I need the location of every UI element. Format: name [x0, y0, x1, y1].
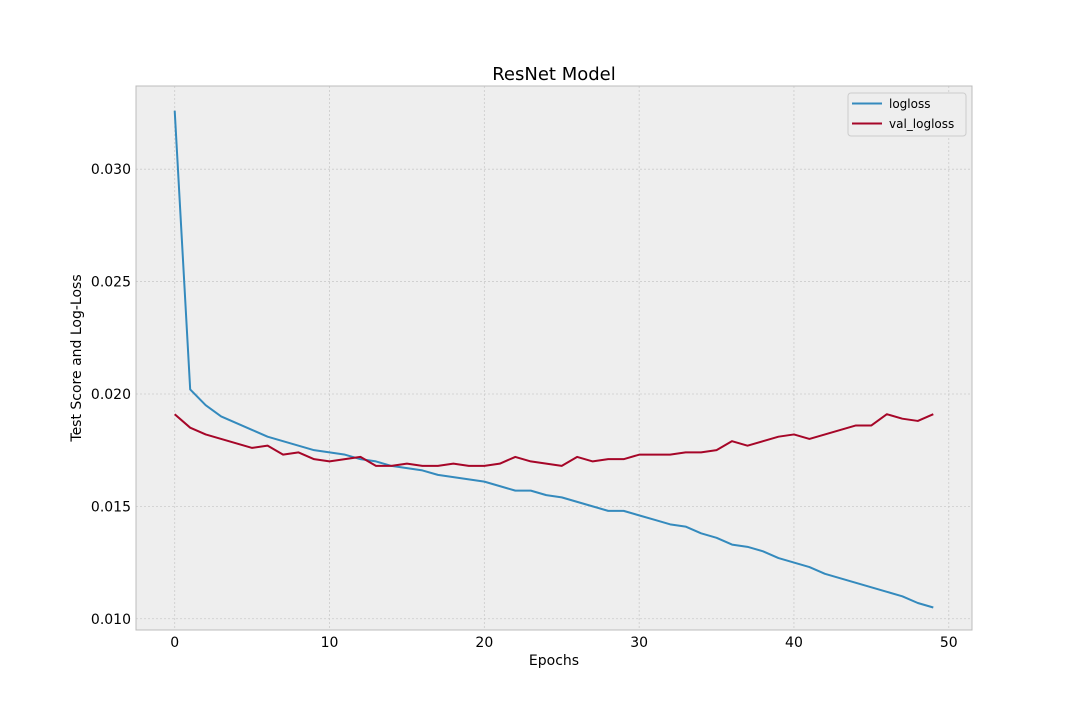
x-tick-label: 50: [940, 635, 958, 651]
chart-title: ResNet Model: [492, 64, 616, 85]
grid: [136, 86, 972, 630]
x-tick-label: 20: [475, 635, 493, 651]
series-line-val-logloss: [174, 413, 934, 467]
y-tick-label: 0.015: [91, 499, 131, 515]
y-tick-label: 0.020: [91, 387, 131, 403]
x-tick-label: 40: [785, 635, 803, 651]
y-tick-label: 0.010: [91, 612, 131, 628]
legend-label-val-logloss: val_logloss: [889, 117, 954, 131]
y-tick-label: 0.025: [91, 275, 131, 291]
y-axis-title: Test Score and Log-Loss: [69, 274, 85, 442]
plot-background: [136, 86, 972, 630]
series-line-logloss: [173, 110, 934, 609]
y-tick-label: 0.030: [91, 162, 131, 178]
x-tick-label: 10: [321, 635, 339, 651]
legend: logloss val_logloss: [847, 92, 967, 137]
series-lines: [173, 110, 934, 609]
x-axis: 0 10 20 30 40 50: [170, 635, 957, 651]
x-tick-label: 30: [630, 635, 648, 651]
plot-frame: [135, 85, 973, 631]
legend-label-logloss: logloss: [889, 97, 930, 111]
y-axis: 0.010 0.015 0.020 0.025 0.030: [91, 162, 131, 628]
x-tick-label: 0: [170, 635, 179, 651]
x-axis-title: Epochs: [529, 653, 579, 669]
